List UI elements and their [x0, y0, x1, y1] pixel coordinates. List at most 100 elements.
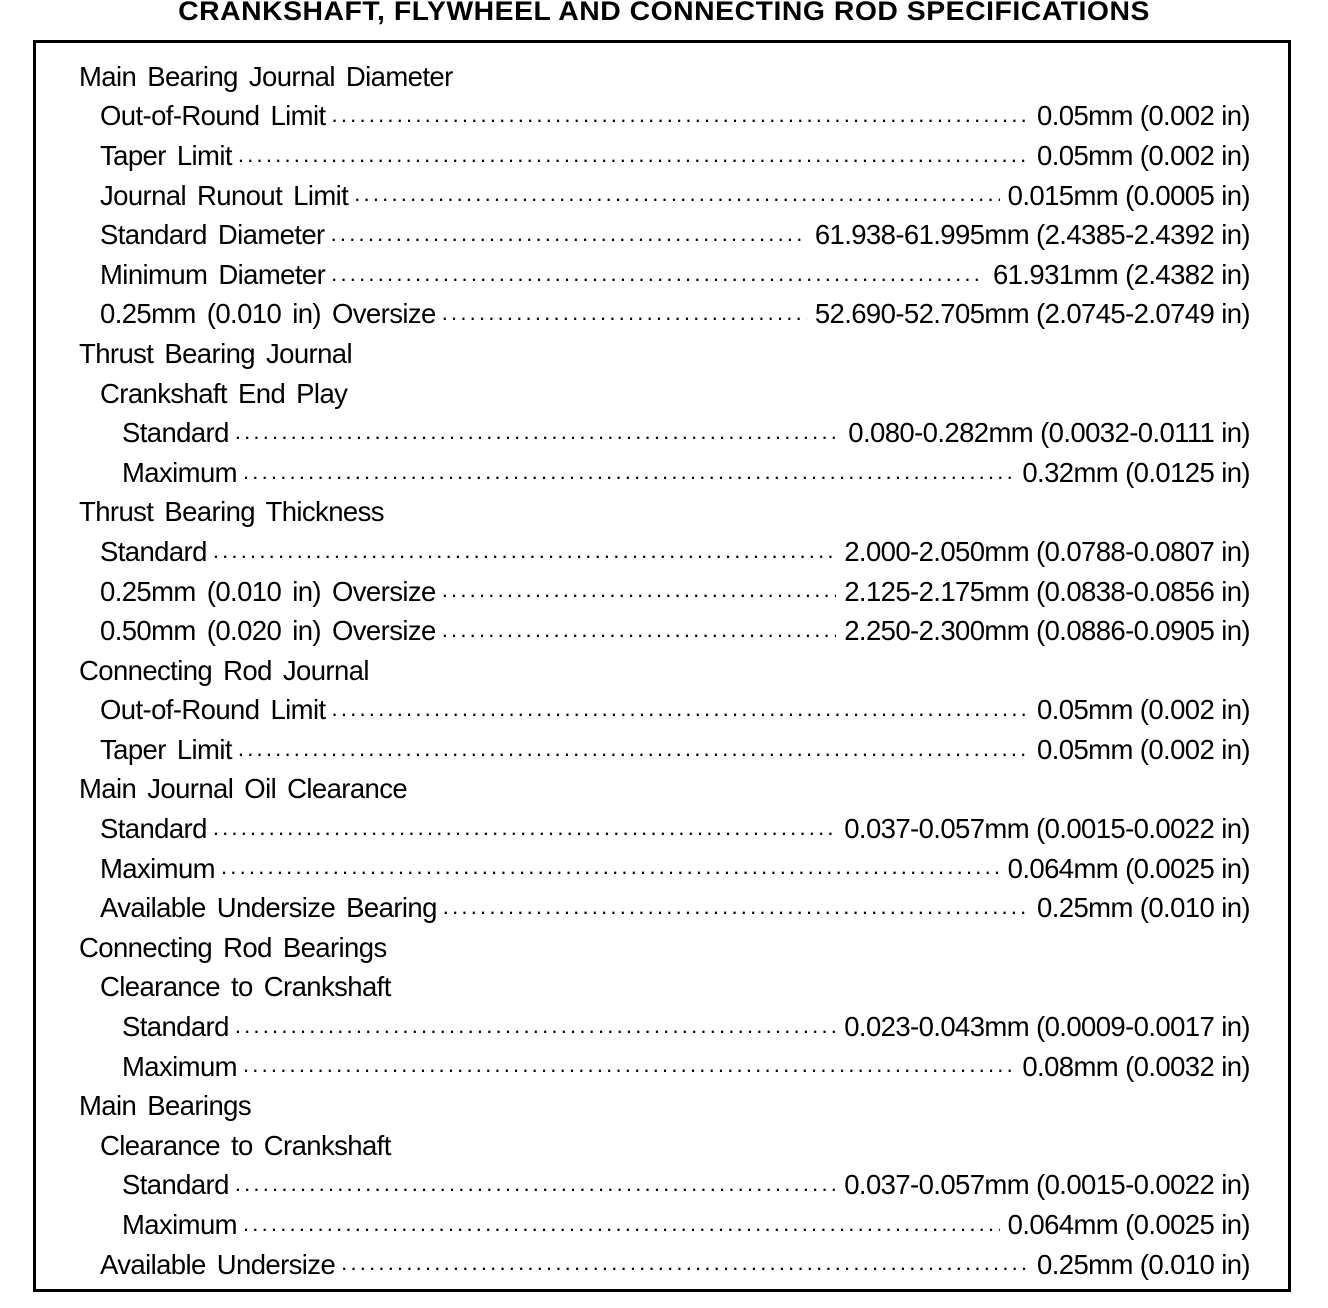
spec-value: 2.000-2.050mm (0.0788-0.0807 in): [844, 535, 1250, 567]
spec-label: Standard: [100, 813, 207, 845]
dot-leader: [243, 1211, 1000, 1245]
dot-leader: [442, 300, 807, 334]
spec-value: 0.25mm (0.010 in): [1037, 1248, 1251, 1280]
spec-value: 2.250-2.300mm (0.0886-0.0905 in): [844, 615, 1250, 647]
dot-leader: [243, 1052, 1014, 1086]
dot-leader: [332, 696, 1030, 730]
dot-leader: [238, 736, 1029, 770]
spec-value: 61.938-61.995mm (2.4385-2.4392 in): [814, 219, 1251, 251]
dot-leader: [243, 459, 1014, 493]
spec-label: Standard Diameter: [100, 219, 325, 251]
spec-label: Connecting Rod Journal: [79, 654, 369, 686]
spec-section-heading: Connecting Rod Bearings: [36, 928, 1288, 968]
spec-section-heading: Connecting Rod Journal: [36, 651, 1288, 691]
spec-value: 0.05mm (0.002 in): [1037, 100, 1251, 132]
spec-row: Taper Limit 0.05mm (0.002 in): [36, 730, 1288, 770]
dot-leader: [213, 538, 836, 572]
spec-row: Standard 0.023-0.043mm (0.0009-0.0017 in): [36, 1007, 1288, 1047]
dot-leader: [331, 261, 985, 295]
dot-leader: [213, 815, 836, 849]
dot-leader: [235, 1171, 836, 1205]
spec-value: 0.32mm (0.0125 in): [1022, 456, 1250, 488]
spec-value: 0.015mm (0.0005 in): [1007, 179, 1251, 211]
spec-row: Available Undersize 0.25mm (0.010 in): [36, 1245, 1288, 1285]
spec-row: Minimum Diameter 61.931mm (2.4382 in): [36, 255, 1288, 295]
spec-value: 52.690-52.705mm (2.0745-2.0749 in): [814, 298, 1251, 330]
spec-row: Standard 0.037-0.057mm (0.0015-0.0022 in): [36, 1166, 1288, 1206]
spec-row: 0.25mm (0.010 in) Oversize 52.690-52.705m…: [36, 295, 1288, 335]
spec-label: Main Bearing Journal Diameter: [79, 60, 453, 92]
spec-value: 0.05mm (0.002 in): [1037, 733, 1251, 765]
dot-leader: [332, 102, 1030, 136]
spec-label: Maximum: [122, 1209, 238, 1241]
dot-leader: [442, 617, 837, 651]
spec-label: Standard: [100, 535, 207, 567]
spec-value: 0.037-0.057mm (0.0015-0.0022 in): [844, 813, 1250, 845]
dot-leader: [341, 1250, 1029, 1284]
spec-row: Out-of-Round Limit 0.05mm (0.002 in): [36, 97, 1288, 137]
spec-row: Taper Limit 0.05mm (0.002 in): [36, 136, 1288, 176]
dot-leader: [235, 1013, 836, 1047]
spec-label: Connecting Rod Bearings: [79, 931, 387, 963]
spec-row: Standard Diameter 61.938-61.995mm (2.4385…: [36, 215, 1288, 255]
spec-row: Journal Runout Limit 0.015mm (0.0005 in): [36, 176, 1288, 216]
spec-row: Standard 0.037-0.057mm (0.0015-0.0022 in): [36, 809, 1288, 849]
spec-rows: Main Bearing Journal Diameter Out-of-Roun…: [36, 57, 1288, 1284]
spec-label: 0.25mm (0.010 in) Oversize: [100, 575, 436, 607]
spec-row: Standard 2.000-2.050mm (0.0788-0.0807 in): [36, 532, 1288, 572]
spec-value: 0.064mm (0.0025 in): [1007, 1209, 1251, 1241]
spec-label: Clearance to Crankshaft: [100, 971, 391, 1003]
spec-section-heading: Thrust Bearing Thickness: [36, 493, 1288, 533]
spec-row: 0.50mm (0.020 in) Oversize 2.250-2.300mm …: [36, 611, 1288, 651]
spec-label: Out-of-Round Limit: [100, 694, 326, 726]
dot-leader: [238, 142, 1029, 176]
spec-label: Maximum: [122, 456, 238, 488]
dot-leader: [354, 181, 999, 215]
spec-value: 0.023-0.043mm (0.0009-0.0017 in): [844, 1011, 1250, 1043]
spec-value: 0.08mm (0.0032 in): [1022, 1050, 1250, 1082]
spec-label: Available Undersize: [100, 1248, 336, 1280]
spec-row: Maximum 0.08mm (0.0032 in): [36, 1047, 1288, 1087]
spec-label: Taper Limit: [100, 139, 233, 171]
spec-label: Maximum: [100, 852, 216, 884]
spec-label: Main Bearings: [79, 1090, 252, 1122]
spec-section-heading: Thrust Bearing Journal: [36, 334, 1288, 374]
spec-label: Taper Limit: [100, 733, 233, 765]
spec-label: Available Undersize Bearing: [100, 892, 437, 924]
spec-label: Journal Runout Limit: [100, 179, 349, 211]
dot-leader: [235, 419, 840, 453]
spec-label: 0.25mm (0.010 in) Oversize: [100, 298, 436, 330]
spec-label: Out-of-Round Limit: [100, 100, 326, 132]
spec-row: 0.25mm (0.010 in) Oversize 2.125-2.175mm …: [36, 572, 1288, 612]
spec-value: 0.080-0.282mm (0.0032-0.0111 in): [848, 417, 1250, 449]
spec-label: 0.50mm (0.020 in) Oversize: [100, 615, 436, 647]
spec-value: 0.05mm (0.002 in): [1037, 694, 1251, 726]
spec-section-heading: Main Bearing Journal Diameter: [36, 57, 1288, 97]
spec-value: 0.037-0.057mm (0.0015-0.0022 in): [844, 1169, 1250, 1201]
spec-label: Clearance to Crankshaft: [100, 1129, 391, 1161]
spec-row: Maximum 0.064mm (0.0025 in): [36, 849, 1288, 889]
spec-value: 0.25mm (0.010 in): [1037, 892, 1251, 924]
spec-label: Thrust Bearing Thickness: [79, 496, 385, 528]
document-title: CRANKSHAFT, FLYWHEEL AND CONNECTING ROD …: [178, 0, 1150, 26]
spec-label: Crankshaft End Play: [100, 377, 348, 409]
spec-label: Standard: [122, 1011, 229, 1043]
spec-section-heading: Main Journal Oil Clearance: [36, 770, 1288, 810]
spec-row: Maximum 0.064mm (0.0025 in): [36, 1205, 1288, 1245]
spec-table: Main Bearing Journal Diameter Out-of-Roun…: [33, 40, 1291, 1292]
spec-row: Maximum 0.32mm (0.0125 in): [36, 453, 1288, 493]
dot-leader: [331, 221, 807, 255]
spec-label: Main Journal Oil Clearance: [79, 773, 408, 805]
dot-leader: [443, 894, 1029, 928]
spec-section-heading: Main Bearings: [36, 1086, 1288, 1126]
spec-row: Out-of-Round Limit 0.05mm (0.002 in): [36, 691, 1288, 731]
spec-section-heading: Crankshaft End Play: [36, 374, 1288, 414]
dot-leader: [221, 854, 1000, 888]
dot-leader: [442, 577, 837, 611]
spec-label: Standard: [122, 1169, 229, 1201]
spec-value: 2.125-2.175mm (0.0838-0.0856 in): [844, 575, 1250, 607]
spec-label: Thrust Bearing Journal: [79, 337, 353, 369]
spec-value: 0.064mm (0.0025 in): [1007, 852, 1251, 884]
spec-row: Available Undersize Bearing 0.25mm (0.010…: [36, 888, 1288, 928]
spec-label: Minimum Diameter: [100, 258, 326, 290]
